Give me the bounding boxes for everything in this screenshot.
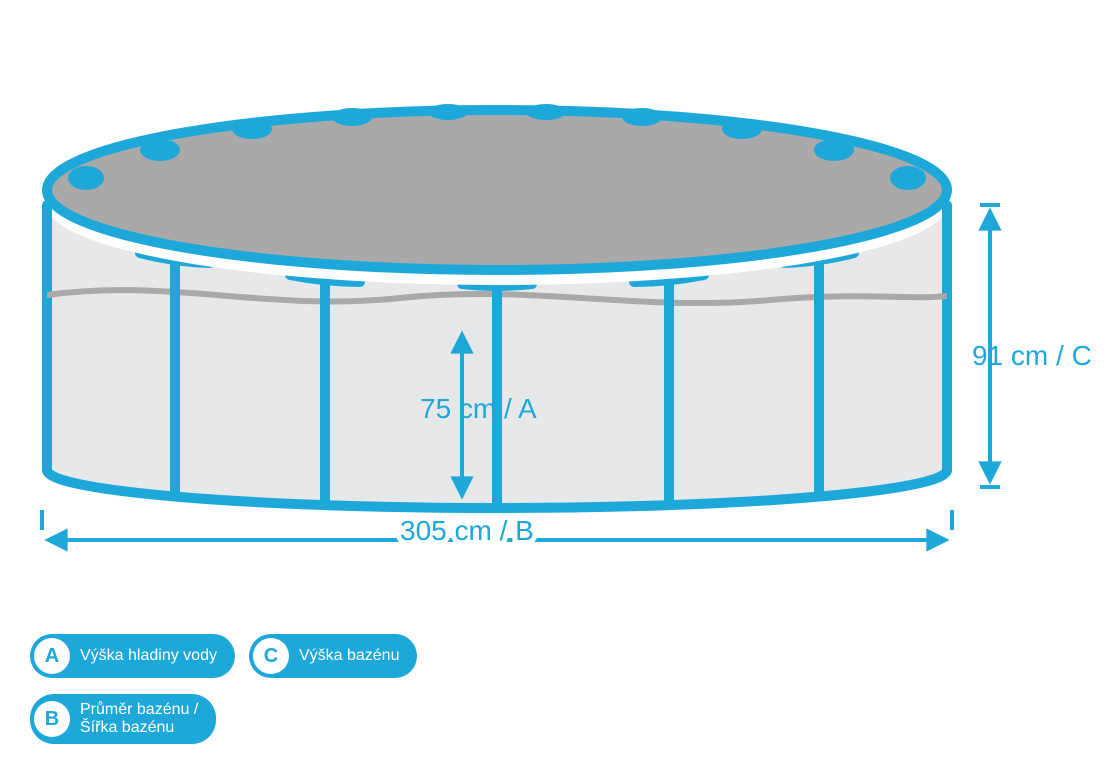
dimension-b: 305 cm / B	[42, 510, 952, 546]
legend-badge-b: B	[34, 701, 70, 737]
legend-text-a: Výška hladiny vody	[80, 647, 217, 665]
legend-item-c: C Výška bazénu	[249, 634, 418, 678]
dimension-a-label: 75 cm / A	[420, 393, 537, 424]
pool-diagram: 75 cm / A 91 cm / C 305 cm / B	[0, 0, 1110, 620]
dimension-b-label: 305 cm / B	[400, 515, 534, 546]
legend-item-a: A Výška hladiny vody	[30, 634, 235, 678]
legend-badge-a: A	[34, 638, 70, 674]
legend-item-b: B Průměr bazénu / Šířka bazénu	[30, 694, 216, 744]
legend-badge-c: C	[253, 638, 289, 674]
legend: A Výška hladiny vody C Výška bazénu B Pr…	[30, 634, 730, 754]
dimension-c: 91 cm / C	[972, 205, 1092, 487]
legend-text-c: Výška bazénu	[299, 647, 400, 665]
pool-top	[47, 110, 947, 270]
legend-text-b: Průměr bazénu / Šířka bazénu	[80, 701, 198, 738]
dimension-c-label: 91 cm / C	[972, 340, 1092, 371]
